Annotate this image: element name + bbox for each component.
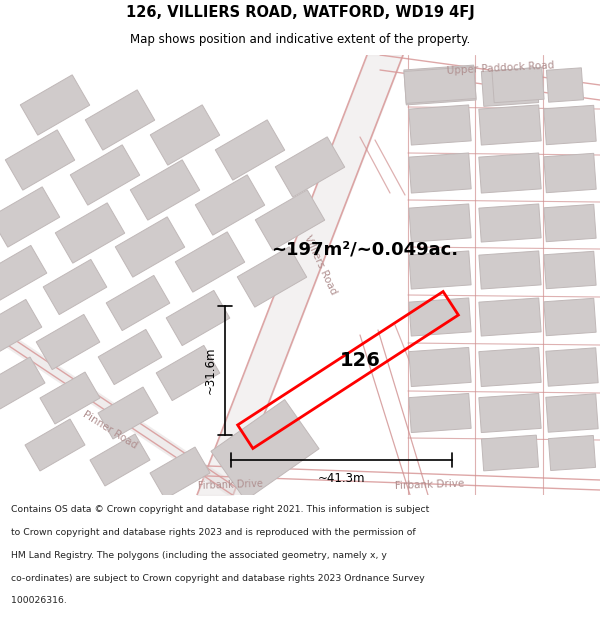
Polygon shape bbox=[150, 105, 220, 165]
Polygon shape bbox=[0, 246, 47, 301]
Polygon shape bbox=[98, 329, 162, 384]
Polygon shape bbox=[547, 68, 584, 102]
Polygon shape bbox=[98, 387, 158, 439]
Polygon shape bbox=[20, 75, 90, 135]
Polygon shape bbox=[409, 298, 471, 336]
Text: ~197m²/~0.049ac.: ~197m²/~0.049ac. bbox=[271, 241, 458, 259]
Polygon shape bbox=[150, 447, 210, 499]
Polygon shape bbox=[5, 130, 75, 190]
Polygon shape bbox=[479, 394, 541, 432]
Polygon shape bbox=[409, 251, 471, 289]
Polygon shape bbox=[70, 145, 140, 205]
Polygon shape bbox=[544, 105, 596, 145]
Polygon shape bbox=[175, 232, 245, 292]
Polygon shape bbox=[404, 67, 476, 103]
Text: Villiers Road: Villiers Road bbox=[302, 234, 338, 296]
Polygon shape bbox=[55, 203, 125, 263]
Polygon shape bbox=[409, 394, 471, 432]
Polygon shape bbox=[115, 217, 185, 277]
Polygon shape bbox=[0, 299, 42, 354]
Polygon shape bbox=[40, 372, 100, 424]
Polygon shape bbox=[544, 251, 596, 289]
Polygon shape bbox=[479, 298, 541, 336]
Text: Pinner Road: Pinner Road bbox=[81, 409, 139, 451]
Text: 100026316.: 100026316. bbox=[11, 596, 67, 606]
Text: 126, VILLIERS ROAD, WATFORD, WD19 4FJ: 126, VILLIERS ROAD, WATFORD, WD19 4FJ bbox=[125, 4, 475, 19]
Polygon shape bbox=[544, 298, 596, 336]
Polygon shape bbox=[479, 251, 541, 289]
Polygon shape bbox=[130, 160, 200, 220]
Polygon shape bbox=[237, 247, 307, 307]
Polygon shape bbox=[211, 399, 319, 501]
Polygon shape bbox=[36, 314, 100, 369]
Text: Map shows position and indicative extent of the property.: Map shows position and indicative extent… bbox=[130, 33, 470, 46]
Text: ~31.6m: ~31.6m bbox=[203, 347, 217, 394]
Polygon shape bbox=[479, 105, 541, 145]
Polygon shape bbox=[0, 357, 45, 409]
Polygon shape bbox=[409, 348, 471, 386]
Text: ~41.3m: ~41.3m bbox=[318, 471, 365, 484]
Polygon shape bbox=[195, 175, 265, 235]
Text: to Crown copyright and database rights 2023 and is reproduced with the permissio: to Crown copyright and database rights 2… bbox=[11, 528, 415, 537]
Text: HM Land Registry. The polygons (including the associated geometry, namely x, y: HM Land Registry. The polygons (includin… bbox=[11, 551, 386, 560]
Polygon shape bbox=[409, 153, 471, 193]
Text: Contains OS data © Crown copyright and database right 2021. This information is : Contains OS data © Crown copyright and d… bbox=[11, 506, 429, 514]
Polygon shape bbox=[544, 204, 596, 242]
Polygon shape bbox=[479, 153, 541, 193]
Polygon shape bbox=[43, 259, 107, 314]
Polygon shape bbox=[166, 291, 230, 346]
Text: 126: 126 bbox=[340, 351, 380, 369]
Text: Upper Paddock Road: Upper Paddock Road bbox=[446, 60, 554, 76]
Polygon shape bbox=[409, 204, 471, 242]
Text: co-ordinates) are subject to Crown copyright and database rights 2023 Ordnance S: co-ordinates) are subject to Crown copyr… bbox=[11, 574, 425, 582]
Polygon shape bbox=[85, 90, 155, 150]
Polygon shape bbox=[481, 435, 539, 471]
Polygon shape bbox=[275, 137, 345, 197]
Polygon shape bbox=[90, 434, 150, 486]
Text: Firbank Drive: Firbank Drive bbox=[197, 479, 263, 491]
Polygon shape bbox=[0, 187, 60, 247]
Polygon shape bbox=[492, 68, 544, 102]
Polygon shape bbox=[404, 65, 476, 105]
Polygon shape bbox=[544, 153, 596, 192]
Polygon shape bbox=[409, 105, 471, 145]
Polygon shape bbox=[255, 190, 325, 250]
Polygon shape bbox=[215, 120, 285, 180]
Polygon shape bbox=[481, 68, 539, 106]
Polygon shape bbox=[25, 419, 85, 471]
Polygon shape bbox=[546, 348, 598, 386]
Polygon shape bbox=[479, 204, 541, 242]
Polygon shape bbox=[479, 348, 541, 386]
Text: Firbank Drive: Firbank Drive bbox=[395, 479, 465, 491]
Polygon shape bbox=[106, 276, 170, 331]
Polygon shape bbox=[156, 346, 220, 401]
Polygon shape bbox=[546, 394, 598, 432]
Polygon shape bbox=[548, 436, 596, 471]
